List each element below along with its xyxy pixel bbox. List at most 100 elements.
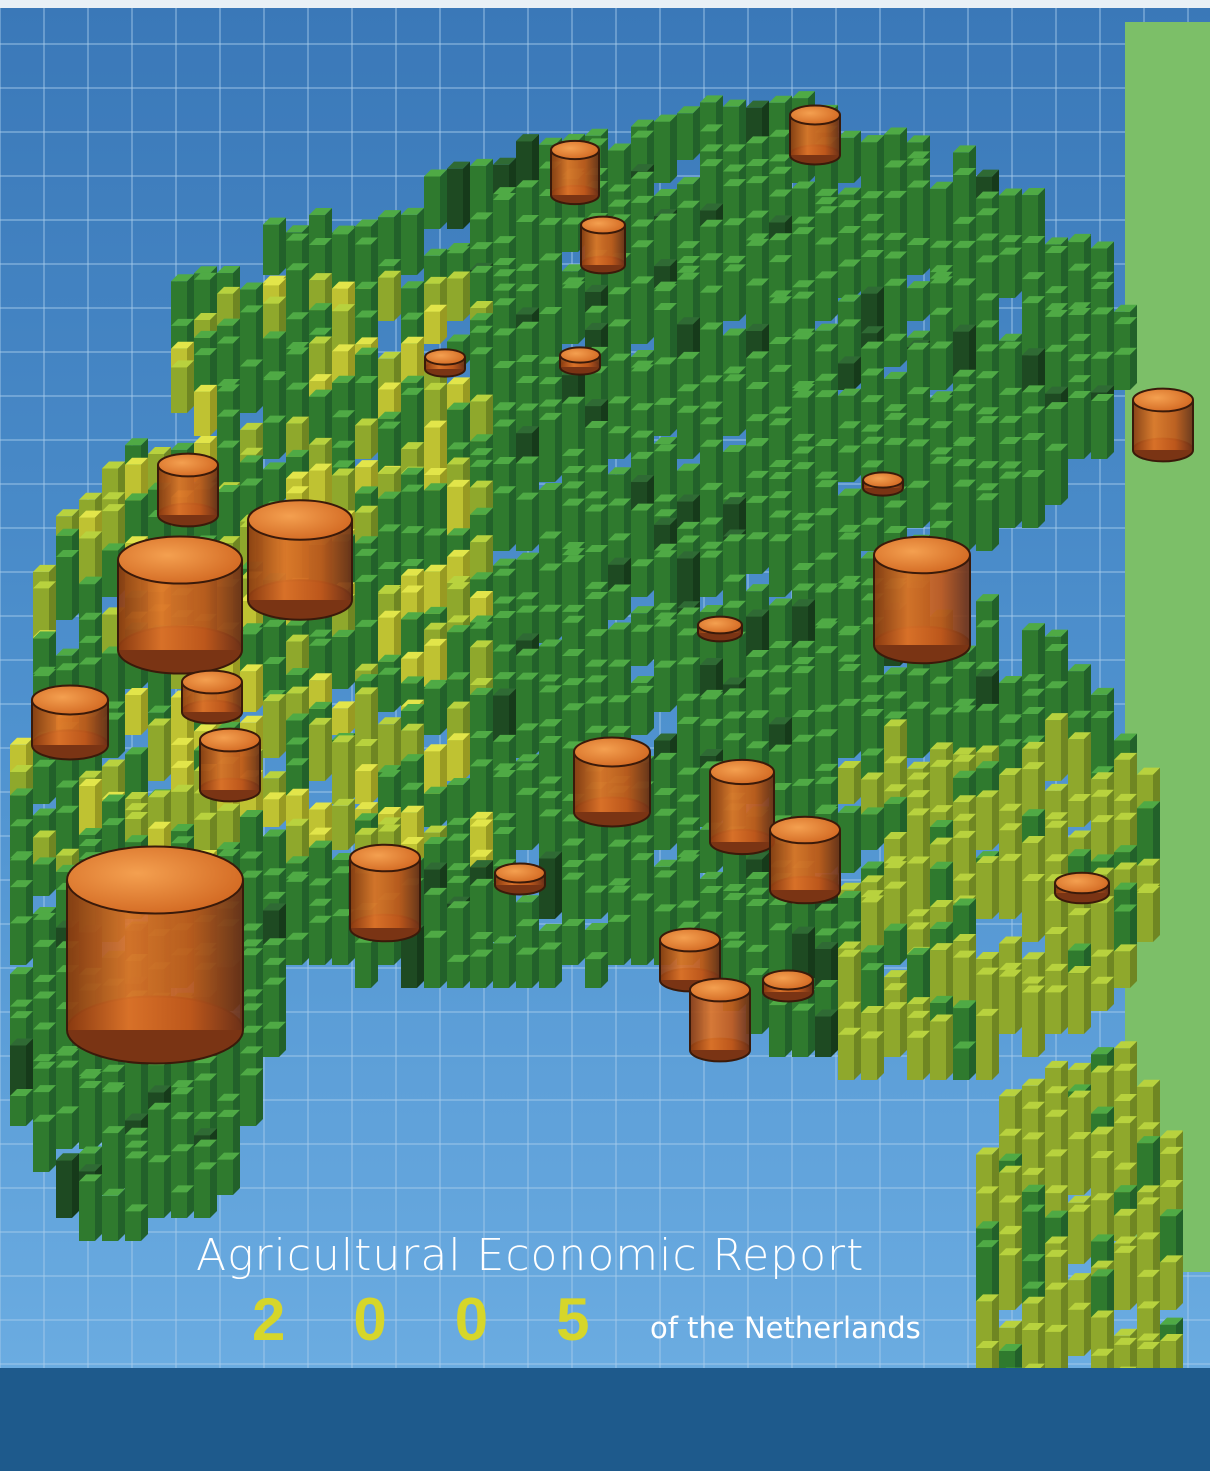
bar-front [424, 176, 440, 229]
bar-front [1114, 1252, 1130, 1310]
bar-top [769, 665, 792, 673]
bar-top [654, 660, 677, 668]
bar-top [976, 493, 999, 501]
bar-top [930, 837, 953, 845]
bar-top [861, 326, 884, 334]
bar-top [562, 703, 585, 711]
bar-top [792, 216, 815, 224]
bar-top [1022, 688, 1045, 696]
bar-side [1084, 966, 1091, 1034]
bar-top [539, 674, 562, 682]
bar-side [854, 259, 861, 298]
bar-top [585, 659, 608, 667]
bar-top [838, 226, 861, 234]
bar-top [470, 759, 493, 767]
bar-side [302, 874, 309, 942]
bar-top [447, 733, 470, 741]
bar-top [631, 835, 654, 843]
bar-top [861, 807, 884, 815]
bar-top [769, 641, 792, 649]
bar-top [1068, 333, 1091, 341]
bar-front [447, 278, 463, 321]
bar-top [539, 307, 562, 315]
bar-top [470, 242, 493, 250]
bar-top [953, 698, 976, 706]
bar-top [286, 856, 309, 864]
bar-top [700, 541, 723, 549]
bar-top [677, 405, 700, 413]
bar-top [286, 758, 309, 766]
bar-top [562, 465, 585, 473]
cylinder-top [181, 669, 243, 695]
bar-front [516, 794, 532, 850]
bar-top [585, 504, 608, 512]
bottom-band [0, 1368, 1210, 1471]
bar-top [286, 486, 309, 494]
bar-top [861, 341, 884, 349]
bar-top [769, 406, 792, 414]
bar-side [348, 227, 355, 298]
bar-top [746, 439, 769, 447]
bar-top [861, 709, 884, 717]
bar-front [263, 701, 279, 758]
bar-top [608, 498, 631, 506]
bar-top [240, 282, 263, 290]
bar-top [677, 794, 700, 802]
bar-top [631, 195, 654, 203]
bar-top [470, 507, 493, 515]
bar-top [1114, 304, 1137, 312]
bar-top [953, 754, 976, 762]
bar-front [746, 539, 762, 574]
bar-front [424, 645, 440, 689]
bar-front [654, 451, 670, 505]
bar-front [240, 366, 256, 413]
bar-top [769, 491, 792, 499]
bar-top [930, 502, 953, 510]
bar-top [309, 840, 332, 848]
bar-top [677, 693, 700, 701]
bar-top [838, 200, 861, 208]
bar-top [378, 524, 401, 532]
bar-front [148, 1162, 164, 1218]
bar-top [861, 395, 884, 403]
bar-top [838, 445, 861, 453]
bar-side [877, 807, 884, 850]
bar-top [677, 551, 700, 559]
bar-top [263, 331, 286, 339]
bar-top [792, 562, 815, 570]
bar-top [56, 805, 79, 813]
bar-top [263, 792, 286, 800]
bar-top [677, 767, 700, 775]
bar-top [1068, 308, 1091, 315]
bar-top [769, 154, 792, 162]
bar-side [624, 584, 631, 620]
bar-top [125, 438, 148, 446]
bar-top [792, 291, 815, 299]
bar-front [1068, 801, 1084, 827]
bar-top [240, 809, 263, 817]
bar-front [562, 505, 578, 551]
bar-side [785, 998, 792, 1057]
bar-side [509, 360, 516, 413]
bar-top [447, 161, 470, 169]
bar-front [263, 469, 279, 505]
bar-top [263, 656, 286, 664]
bar-top [700, 322, 723, 330]
bar-top [930, 447, 953, 455]
bar-top [907, 180, 930, 188]
cylinder-top [689, 977, 751, 1003]
bar-top [654, 302, 677, 310]
bar-front [309, 724, 325, 781]
bar-front [493, 367, 509, 413]
bar-front [723, 271, 739, 321]
bar-top [562, 555, 585, 563]
bar-top [746, 238, 769, 246]
bar-front [33, 588, 49, 643]
bar-top [217, 409, 240, 417]
bar-front [332, 916, 348, 965]
bar-side [463, 161, 470, 229]
bar-top [976, 293, 999, 301]
bar-top [355, 674, 378, 682]
bar-top [79, 779, 102, 787]
bar-side [417, 925, 424, 988]
